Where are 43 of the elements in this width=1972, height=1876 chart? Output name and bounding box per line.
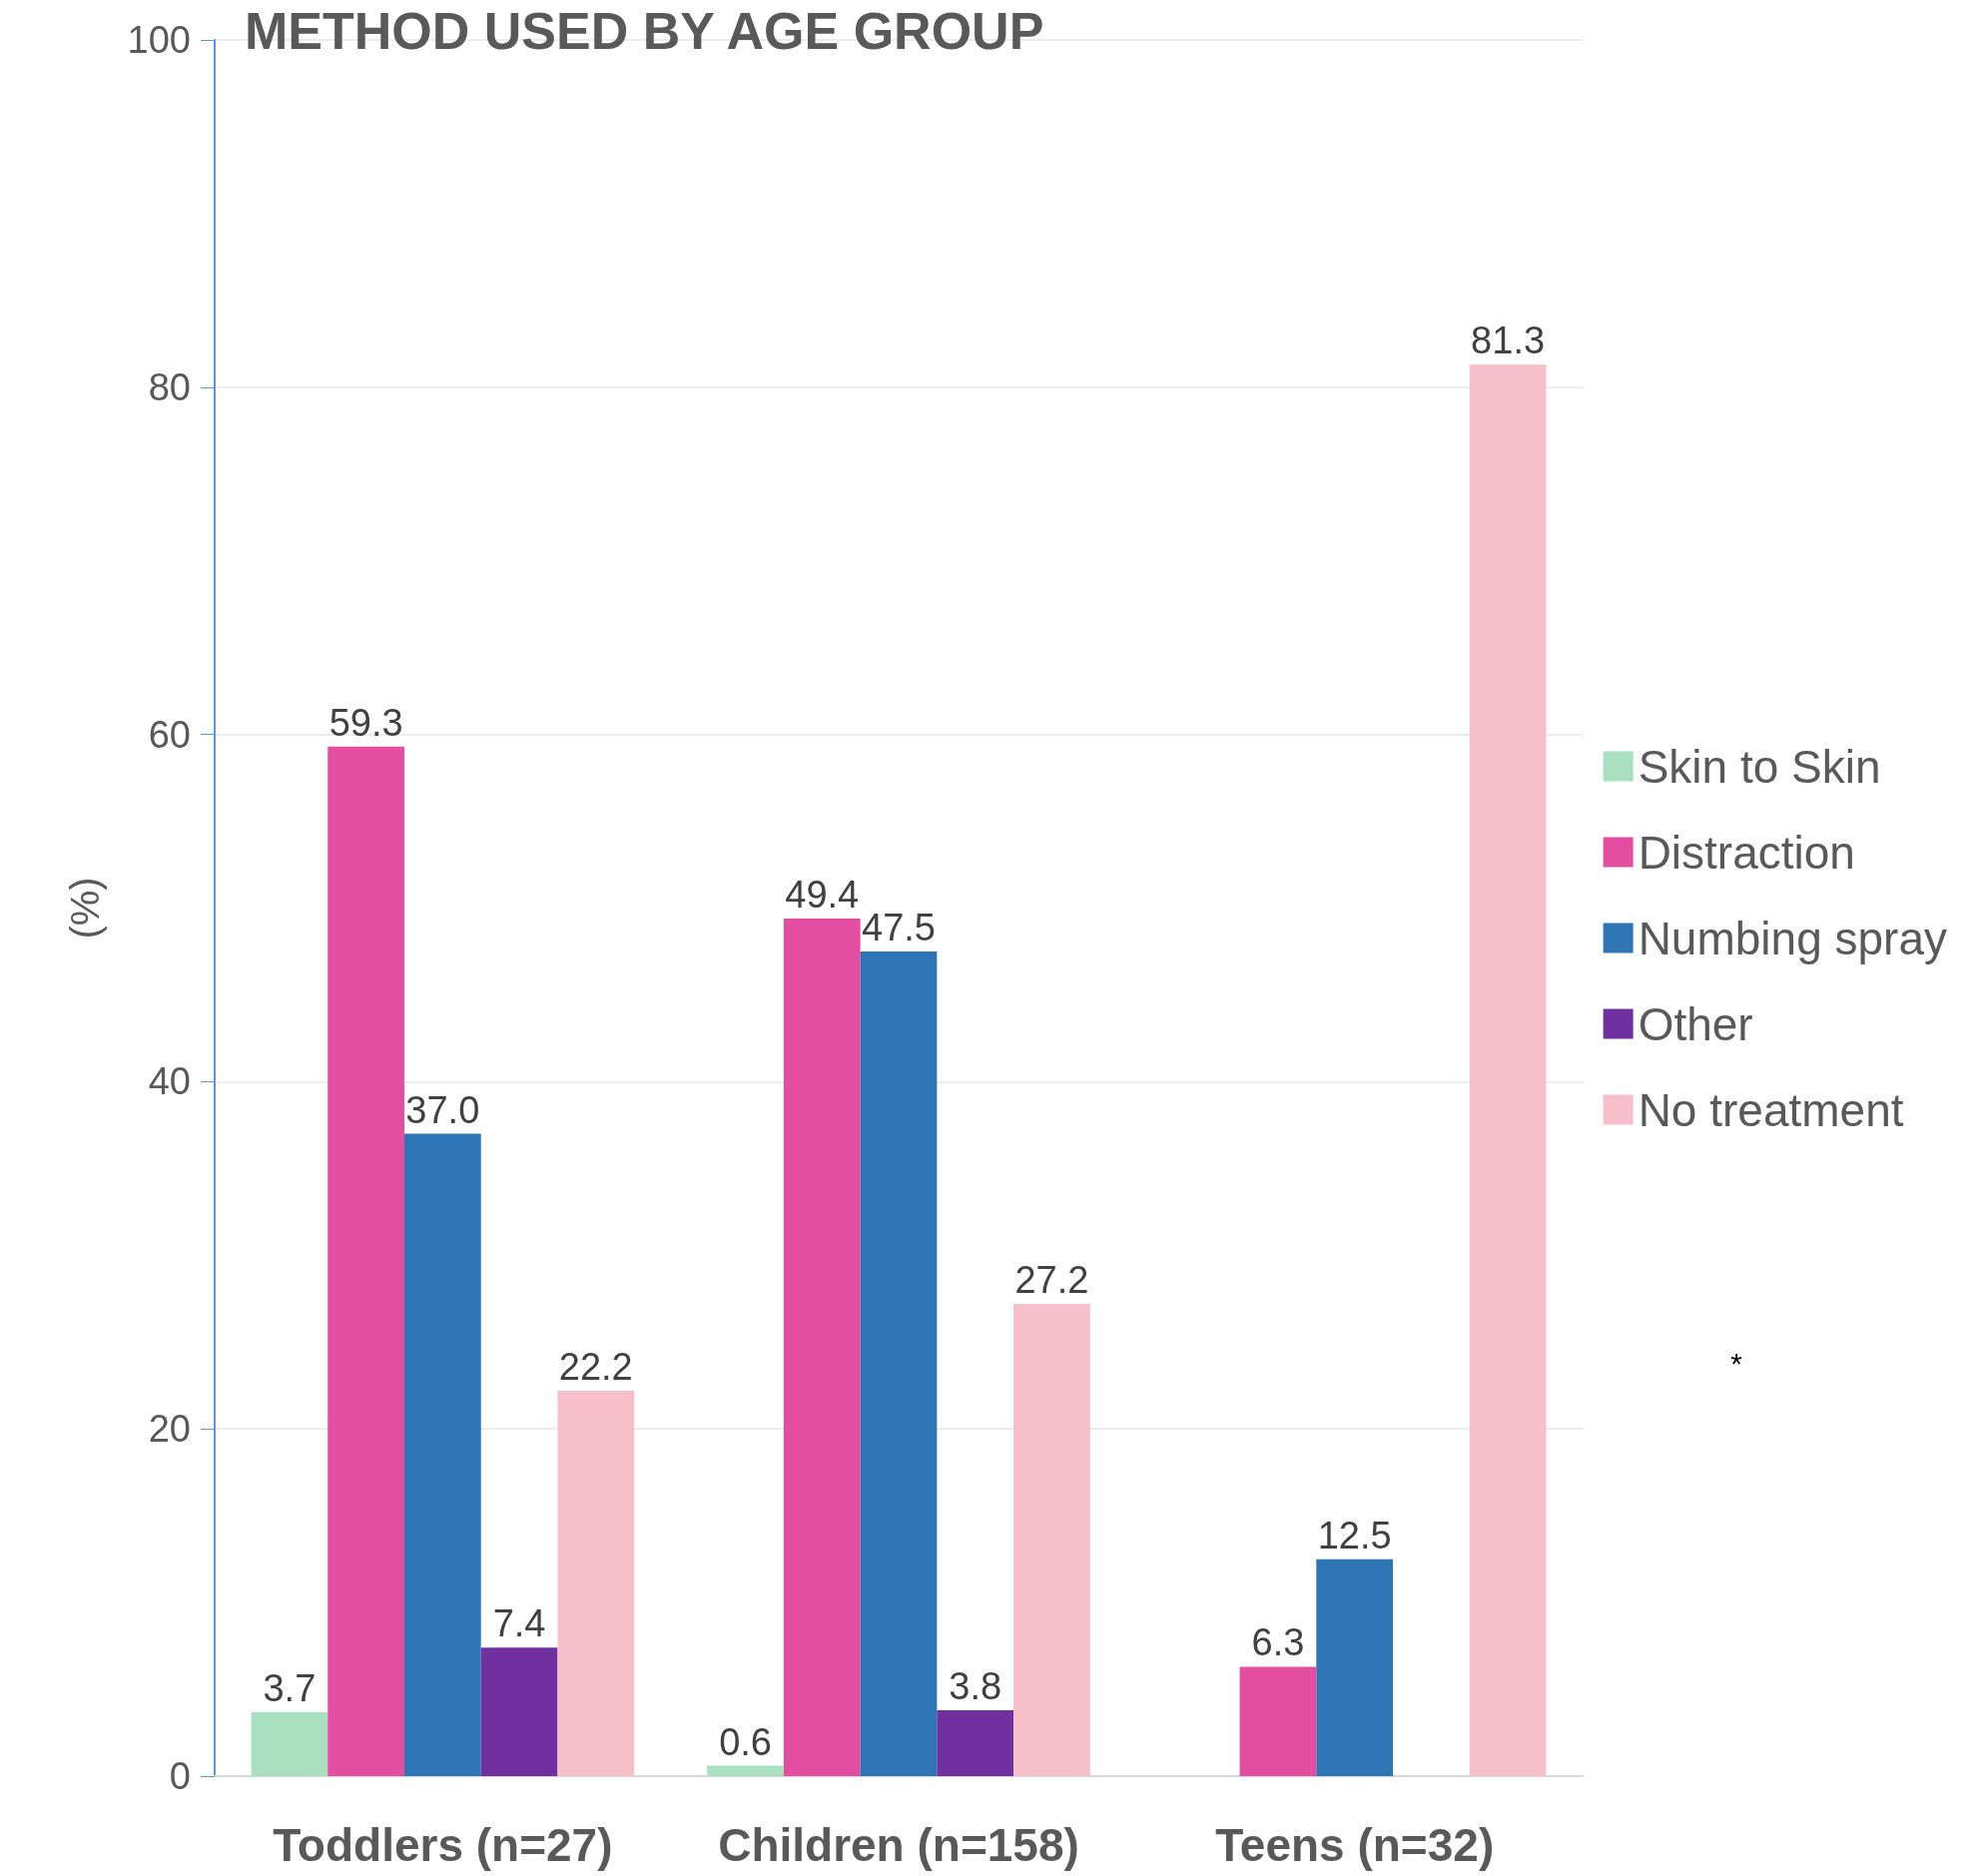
data-label: 27.2: [1014, 1258, 1089, 1301]
bar: [251, 1711, 329, 1776]
bar: [1013, 1303, 1090, 1776]
data-label: 7.4: [492, 1602, 546, 1645]
data-label: 3.7: [263, 1666, 317, 1709]
y-axis-title: (%): [63, 877, 107, 939]
legend-label: Distraction: [1638, 826, 1855, 879]
bar: [937, 1709, 1014, 1776]
bar: [480, 1647, 558, 1776]
bar: [557, 1390, 635, 1776]
data-label: 12.5: [1317, 1514, 1392, 1557]
legend-label: Numbing spray: [1638, 912, 1947, 964]
data-label: 0.6: [719, 1720, 772, 1763]
bar: [1239, 1666, 1317, 1776]
y-tick-label: 20: [148, 1408, 191, 1451]
bar: [403, 1133, 481, 1776]
y-tick-label: 100: [127, 19, 191, 61]
data-label: 59.3: [329, 701, 403, 744]
data-label: 6.3: [1251, 1621, 1305, 1664]
data-label: 81.3: [1471, 319, 1546, 362]
y-tick-label: 0: [169, 1755, 191, 1797]
y-tick-label: 80: [148, 365, 191, 408]
bar: [707, 1765, 784, 1776]
x-tick-label: Toddlers (n=27): [273, 1819, 613, 1871]
bar: [783, 918, 861, 1776]
data-label: 49.4: [785, 873, 860, 916]
legend-label: Other: [1638, 997, 1753, 1050]
bar: [860, 950, 938, 1776]
x-tick-label: Teens (n=32): [1215, 1819, 1495, 1871]
bar: [1316, 1559, 1394, 1776]
x-tick-label: Children (n=158): [718, 1819, 1079, 1871]
bar: [1469, 364, 1547, 1776]
y-tick-label: 60: [148, 713, 191, 756]
legend-label: Skin to Skin: [1638, 740, 1881, 793]
bar: [328, 746, 404, 1776]
y-tick-label: 40: [148, 1060, 191, 1103]
legend-label: No treatment: [1638, 1083, 1904, 1136]
data-label: 22.2: [558, 1345, 633, 1388]
data-label: 47.5: [862, 906, 936, 948]
chart-title: METHOD USED BY AGE GROUP: [245, 2, 1044, 60]
text: *: [1730, 1346, 1743, 1380]
data-label: 37.0: [405, 1088, 480, 1131]
data-label: 3.8: [949, 1664, 1002, 1707]
